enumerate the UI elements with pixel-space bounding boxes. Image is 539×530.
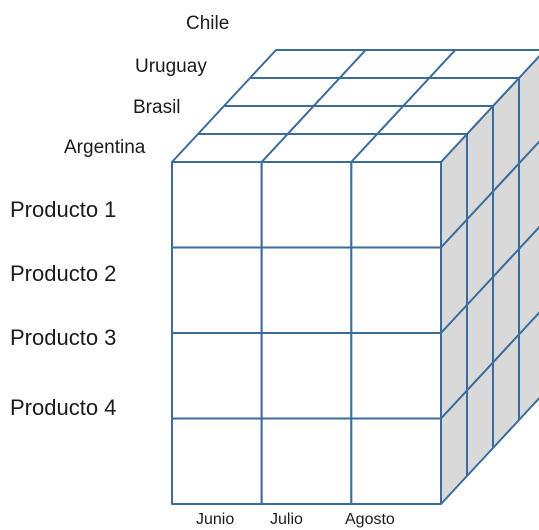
row-label-producto-3: Producto 3: [10, 325, 117, 350]
front-face-cell: [171, 417, 263, 505]
front-face-cell: [260, 417, 353, 505]
top-face-cell: [428, 49, 539, 79]
front-face-cell: [350, 332, 443, 420]
row-label-producto-1: Producto 1: [10, 197, 117, 222]
front-face-cell: [260, 332, 353, 420]
depth-label-argentina: Argentina: [64, 137, 146, 158]
side-face-cell: [518, 225, 539, 336]
front-face-cell: [171, 161, 263, 249]
side-face-cell: [518, 140, 539, 250]
front-face-cell: [171, 332, 263, 420]
front-face-cell: [260, 246, 353, 334]
depth-label-brasil: Brasil: [133, 97, 181, 118]
depth-label-chile: Chile: [186, 13, 230, 34]
depth-label-uruguay: Uruguay: [135, 56, 207, 77]
column-label-junio: Junio: [196, 511, 235, 528]
front-face-cell: [350, 246, 443, 334]
front-face-cell: [350, 161, 443, 249]
column-label-agosto: Agosto: [345, 511, 395, 528]
front-face-cell: [260, 161, 353, 249]
row-label-producto-2: Producto 2: [10, 261, 117, 286]
row-label-producto-4: Producto 4: [10, 395, 117, 420]
front-face-cell: [350, 417, 443, 505]
side-face-cell: [518, 311, 539, 421]
column-label-julio: Julio: [270, 511, 303, 528]
front-face-cell: [171, 246, 263, 334]
